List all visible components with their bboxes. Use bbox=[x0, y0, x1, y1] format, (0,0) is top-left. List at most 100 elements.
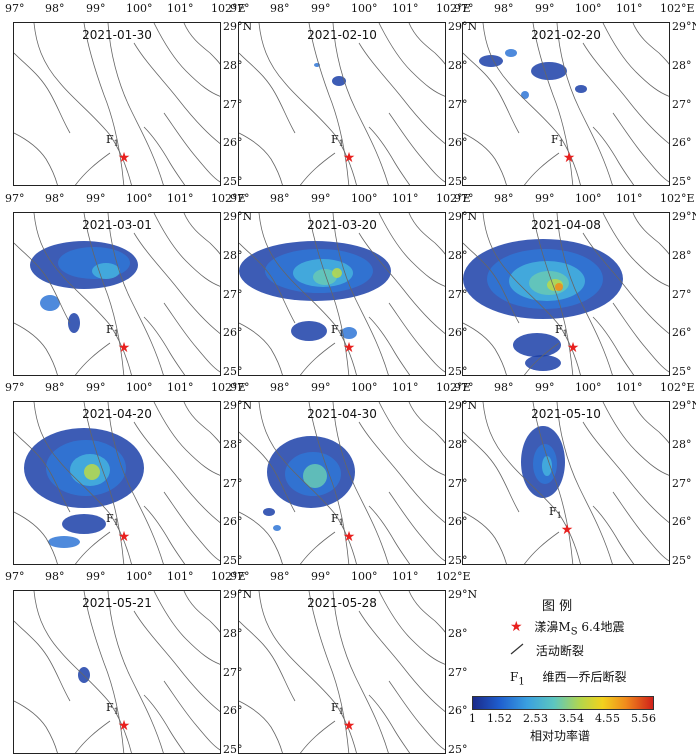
map-panel: ★ 2021-04-08 F1 bbox=[462, 212, 670, 376]
fault-f1-label: F1 bbox=[555, 323, 568, 339]
fault-line bbox=[107, 591, 164, 753]
map-panel: ★ 2021-02-20 F1 bbox=[462, 22, 670, 186]
colorbar-tick: 5.5 bbox=[631, 712, 649, 725]
map-panel: ★ 2021-05-28 F1 bbox=[238, 590, 446, 754]
fault-line bbox=[83, 213, 125, 375]
fault-line bbox=[75, 152, 111, 185]
lon-tick-label: 102°E bbox=[660, 192, 695, 205]
lon-tick-label: 99° bbox=[535, 2, 555, 15]
fault-line bbox=[14, 620, 71, 702]
lon-tick-label: 101° bbox=[392, 381, 419, 394]
fault-line bbox=[388, 302, 445, 373]
lat-tick-label: 25° bbox=[672, 175, 692, 188]
colorbar-tick: 5 bbox=[613, 712, 620, 725]
fault-line bbox=[378, 23, 445, 97]
fault-line bbox=[482, 213, 581, 375]
power-spectrum-blob bbox=[531, 62, 567, 80]
fault-line bbox=[75, 342, 111, 375]
lon-tick-label: 100° bbox=[126, 2, 153, 15]
fault-line bbox=[308, 402, 350, 564]
fault-line bbox=[14, 322, 58, 375]
lat-tick-label: 25° bbox=[223, 554, 243, 567]
lon-tick-label: 102°E bbox=[211, 381, 246, 394]
lon-tick-label: 98° bbox=[45, 381, 65, 394]
lon-tick-label: 102°E bbox=[436, 381, 471, 394]
lon-tick-label: 97° bbox=[454, 2, 474, 15]
lat-tick-label: 29°N bbox=[448, 210, 478, 223]
legend-f1-symbol: F1 bbox=[510, 670, 525, 688]
lon-tick-label: 100° bbox=[575, 192, 602, 205]
fault-line bbox=[368, 126, 411, 185]
fault-line bbox=[153, 23, 220, 97]
fault-line bbox=[33, 591, 132, 753]
lon-tick-label: 99° bbox=[311, 192, 331, 205]
power-spectrum-blob bbox=[68, 313, 80, 333]
epicenter-star-icon: ★ bbox=[343, 718, 356, 734]
lon-tick-label: 101° bbox=[167, 381, 194, 394]
lat-tick-label: 25° bbox=[448, 175, 468, 188]
fault-line bbox=[463, 322, 507, 375]
fault-line bbox=[163, 112, 220, 183]
lon-tick-label: 99° bbox=[86, 381, 106, 394]
fault-line bbox=[378, 591, 445, 665]
power-spectrum-blob bbox=[273, 525, 281, 531]
fault-line bbox=[239, 242, 296, 324]
fault-line bbox=[258, 23, 357, 185]
fault-line bbox=[308, 213, 350, 375]
fault-f1-label: F1 bbox=[331, 701, 344, 717]
power-spectrum-blob bbox=[555, 283, 563, 291]
lat-tick-label: 25° bbox=[223, 365, 243, 378]
fault-line bbox=[332, 213, 389, 375]
lon-tick-label: 102°E bbox=[211, 192, 246, 205]
lat-tick-label: 26° bbox=[672, 326, 692, 339]
fault-line bbox=[300, 152, 336, 185]
fault-line bbox=[258, 591, 357, 753]
colorbar-tick: 3 bbox=[541, 712, 548, 725]
fault-line bbox=[524, 152, 560, 185]
lat-tick-label: 26° bbox=[448, 704, 468, 717]
fault-line bbox=[408, 213, 445, 255]
fault-line bbox=[33, 402, 132, 564]
fault-f1-label: F1 bbox=[106, 701, 119, 717]
lon-tick-label: 98° bbox=[270, 192, 290, 205]
fault-line bbox=[582, 42, 669, 144]
fault-line bbox=[143, 126, 186, 185]
lon-tick-label: 98° bbox=[494, 2, 514, 15]
panel-date: 2021-03-20 bbox=[307, 218, 377, 232]
fault-line bbox=[163, 680, 220, 751]
fault-line bbox=[482, 23, 581, 185]
lat-tick-label: 27° bbox=[672, 98, 692, 111]
power-spectrum-blob bbox=[78, 667, 90, 683]
fault-line bbox=[258, 213, 357, 375]
fault-line bbox=[14, 700, 58, 753]
lat-tick-label: 28° bbox=[223, 249, 243, 262]
legend-quake-row: ★ 漾濞MS 6.4地震 bbox=[510, 618, 624, 637]
power-spectrum-blob bbox=[92, 263, 120, 279]
power-spectrum-blob bbox=[542, 456, 552, 476]
fault-line bbox=[239, 620, 296, 702]
legend-f1-text: 维西—乔后断裂 bbox=[542, 670, 627, 684]
fault-line bbox=[532, 402, 574, 564]
lon-tick-label: 102°E bbox=[436, 2, 471, 15]
fault-line bbox=[308, 23, 350, 185]
fault-line bbox=[532, 23, 574, 185]
lat-tick-label: 27° bbox=[672, 477, 692, 490]
lat-tick-label: 25° bbox=[672, 554, 692, 567]
fault-line bbox=[378, 213, 445, 287]
fault-line bbox=[83, 591, 125, 753]
lon-tick-label: 99° bbox=[311, 570, 331, 583]
epicenter-star-icon: ★ bbox=[343, 340, 356, 356]
lon-tick-label: 98° bbox=[494, 381, 514, 394]
epicenter-star-icon: ★ bbox=[118, 529, 131, 545]
fault-line bbox=[332, 402, 389, 564]
lat-tick-label: 26° bbox=[448, 326, 468, 339]
panel-date: 2021-05-10 bbox=[531, 407, 601, 421]
map-panel: ★ 2021-04-30 F1 bbox=[238, 401, 446, 565]
lon-tick-label: 101° bbox=[616, 192, 643, 205]
lat-tick-label: 26° bbox=[448, 136, 468, 149]
colorbar-tick: 6 bbox=[649, 712, 656, 725]
lat-tick-label: 27° bbox=[223, 477, 243, 490]
lat-tick-label: 29°N bbox=[223, 588, 253, 601]
lat-tick-label: 28° bbox=[448, 59, 468, 72]
fault-line bbox=[524, 342, 560, 375]
